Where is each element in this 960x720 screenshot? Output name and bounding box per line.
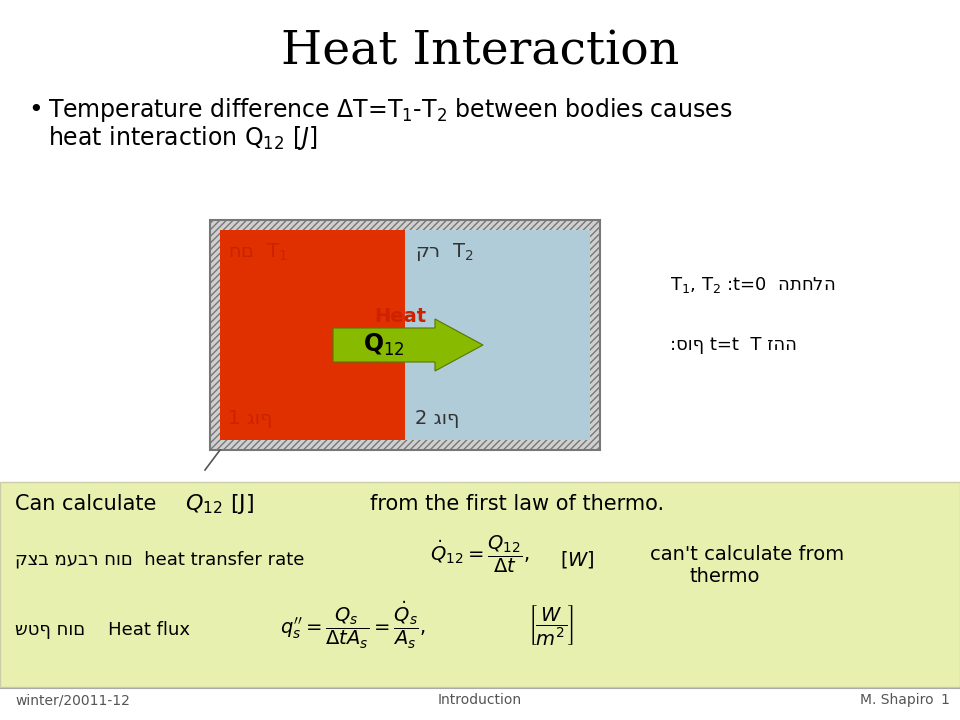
Bar	[210, 220, 600, 450]
Text: thermo: thermo	[690, 567, 760, 587]
Bar	[405, 230, 590, 440]
Text: קר  T$_2$: קר T$_2$	[415, 241, 473, 263]
Text: $q_s'' = \dfrac{Q_s}{\Delta t A_s} = \dfrac{\dot{Q}_s}{A_s},$: $q_s'' = \dfrac{Q_s}{\Delta t A_s} = \df…	[280, 599, 425, 651]
Text: from the first law of thermo.: from the first law of thermo.	[370, 494, 664, 514]
Text: winter/20011-12: winter/20011-12	[15, 693, 130, 707]
Text: Q$_{12}$: Q$_{12}$	[363, 332, 405, 358]
Text: קצב מעבר חום  heat transfer rate: קצב מעבר חום heat transfer rate	[15, 551, 304, 569]
Text: Heat Interaction: Heat Interaction	[281, 30, 679, 75]
Text: 1 גוף: 1 גוף	[228, 408, 273, 428]
Text: :סוף t=t  T זהה: :סוף t=t T זהה	[670, 336, 797, 354]
Text: T$_1$, T$_2$ :t=0  התחלה: T$_1$, T$_2$ :t=0 התחלה	[670, 275, 835, 295]
Text: $\mathit{Q}_{12}$ [J]: $\mathit{Q}_{12}$ [J]	[185, 492, 254, 516]
Text: Heat: Heat	[374, 307, 426, 326]
Text: Can calculate: Can calculate	[15, 494, 156, 514]
Text: $\dot{Q}_{12} = \dfrac{Q_{12}}{\Delta t},$: $\dot{Q}_{12} = \dfrac{Q_{12}}{\Delta t}…	[430, 534, 529, 575]
FancyArrow shape	[333, 319, 483, 371]
Text: Introduction: Introduction	[438, 693, 522, 707]
Text: 1: 1	[940, 693, 948, 707]
Text: •: •	[28, 98, 43, 122]
Bar	[220, 230, 405, 440]
Text: 2 גוף: 2 גוף	[415, 408, 460, 428]
Text: heat interaction Q$_{12}$ [$\mathit{J}$]: heat interaction Q$_{12}$ [$\mathit{J}$]	[48, 124, 318, 152]
Bar	[0, 482, 960, 687]
Text: $[W]$: $[W]$	[560, 549, 595, 570]
Text: M. Shapiro: M. Shapiro	[860, 693, 934, 707]
Text: $\left[\dfrac{W}{m^2}\right]$: $\left[\dfrac{W}{m^2}\right]$	[528, 603, 574, 647]
Text: שטף חום    Heat flux: שטף חום Heat flux	[15, 621, 190, 639]
Text: Temperature difference $\Delta$T=T$_1$-T$_2$ between bodies causes: Temperature difference $\Delta$T=T$_1$-T…	[48, 96, 732, 124]
Text: can't calculate from: can't calculate from	[650, 544, 844, 564]
Text: חם  T$_1$: חם T$_1$	[228, 241, 288, 263]
